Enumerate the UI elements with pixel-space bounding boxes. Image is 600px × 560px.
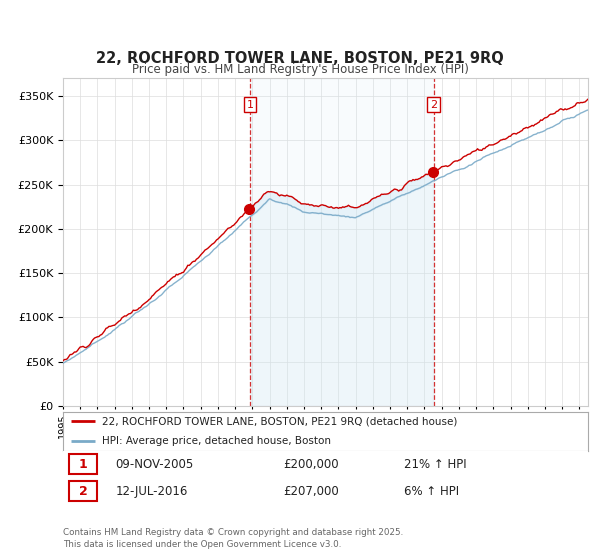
Text: £207,000: £207,000 [284, 484, 339, 498]
Text: 2: 2 [430, 100, 437, 110]
Text: Price paid vs. HM Land Registry's House Price Index (HPI): Price paid vs. HM Land Registry's House … [131, 63, 469, 77]
Text: HPI: Average price, detached house, Boston: HPI: Average price, detached house, Bost… [103, 436, 331, 446]
Text: £200,000: £200,000 [284, 458, 339, 471]
Text: 22, ROCHFORD TOWER LANE, BOSTON, PE21 9RQ (detached house): 22, ROCHFORD TOWER LANE, BOSTON, PE21 9R… [103, 417, 458, 426]
Bar [250, 78, 434, 406]
Text: 12-JUL-2016: 12-JUL-2016 [115, 484, 188, 498]
Text: 6% ↑ HPI: 6% ↑ HPI [404, 484, 460, 498]
Text: 22, ROCHFORD TOWER LANE, BOSTON, PE21 9RQ: 22, ROCHFORD TOWER LANE, BOSTON, PE21 9R… [96, 51, 504, 66]
Text: Contains HM Land Registry data © Crown copyright and database right 2025.
This d: Contains HM Land Registry data © Crown c… [63, 528, 403, 549]
FancyBboxPatch shape [70, 482, 97, 501]
Text: 1: 1 [79, 458, 88, 471]
Text: 09-NOV-2005: 09-NOV-2005 [115, 458, 194, 471]
Text: 2: 2 [79, 484, 88, 498]
Text: 21% ↑ HPI: 21% ↑ HPI [404, 458, 467, 471]
Text: 1: 1 [247, 100, 253, 110]
FancyBboxPatch shape [70, 455, 97, 474]
